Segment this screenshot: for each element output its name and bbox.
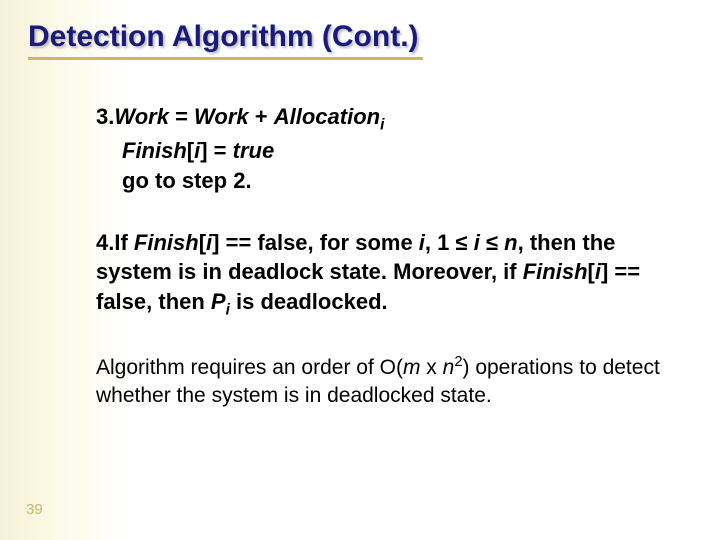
step-4-number: 4. (96, 230, 114, 255)
text-comma1: , 1 (425, 230, 456, 255)
text-lb2: [ (199, 230, 206, 255)
complexity-note: Algorithm requires an order of O(m x n2)… (96, 353, 680, 411)
slide: Detection Algorithm (Cont.) 3.Work = Wor… (0, 0, 720, 540)
text-plus: + (249, 104, 274, 129)
step-3-number: 3. (96, 104, 114, 129)
text-lb3: [ (588, 259, 595, 284)
page-number: 39 (26, 501, 43, 518)
text-eqfalse: ] == false, for some (212, 230, 419, 255)
var-i-4: i (474, 230, 480, 255)
sub-i: i (380, 116, 384, 133)
text-lbracket: [ (187, 138, 194, 163)
text-rbracket-eq: ] = (200, 138, 232, 163)
title-text: Detection Algorithm (Cont.) (28, 20, 419, 53)
slide-content: 3.Work = Work + Allocationi Finish[i] = … (28, 102, 680, 411)
var-finish: Finish (122, 138, 187, 163)
val-true: true (233, 138, 275, 163)
var-n: n (504, 230, 517, 255)
var-P: P (211, 289, 226, 314)
sym-le-2: ≤ (486, 230, 498, 255)
sym-le-1: ≤ (456, 230, 468, 255)
var-m: m (403, 356, 421, 379)
step-3-body: Finish[i] = true go to step 2. (96, 136, 680, 195)
var-n-2: n (443, 356, 455, 379)
var-allocation: Allocation (274, 104, 380, 129)
sup-2: 2 (454, 354, 462, 370)
step-3: 3.Work = Work + Allocationi Finish[i] = … (96, 102, 680, 196)
step-4: 4.If Finish[i] == false, for some i, 1 ≤… (96, 228, 680, 322)
text-goto: go to step 2. (122, 168, 252, 193)
var-work: Work (114, 104, 169, 129)
text-x: x (420, 356, 442, 379)
var-work-2: Work (194, 104, 249, 129)
var-finish-3: Finish (523, 259, 588, 284)
text-if: If (114, 230, 134, 255)
var-finish-2: Finish (134, 230, 199, 255)
text-eq: = (169, 104, 194, 129)
text-algo: Algorithm requires an order of O( (96, 356, 403, 379)
text-isdeadlocked: is deadlocked. (230, 289, 388, 314)
title-underline (28, 57, 423, 60)
slide-title: Detection Algorithm (Cont.) (28, 20, 680, 54)
